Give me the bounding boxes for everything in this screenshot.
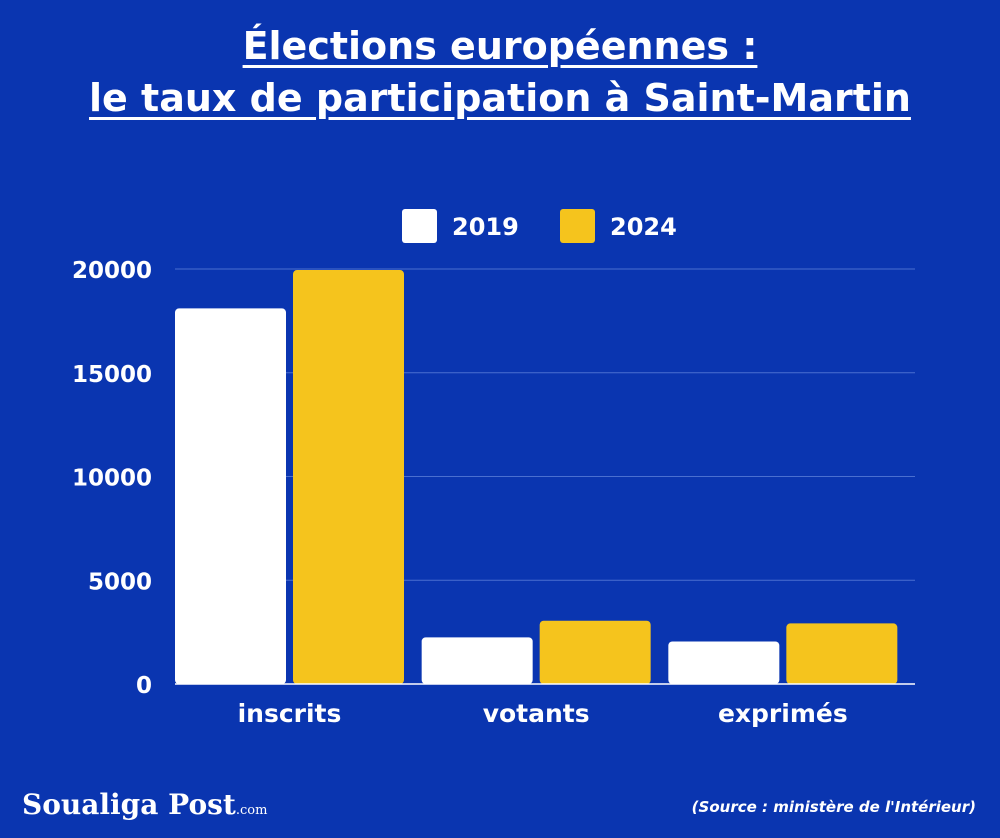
x-tick-label: exprimés xyxy=(718,699,848,728)
legend-label-2019: 2019 xyxy=(452,213,519,241)
bar-2024 xyxy=(293,270,404,684)
bar-2024 xyxy=(786,623,898,684)
brand-suffix: .com xyxy=(235,803,268,818)
x-tick-label: votants xyxy=(483,699,590,728)
brand-logo: Soualiga Post.com xyxy=(22,788,267,821)
y-tick-label: 10000 xyxy=(72,466,152,492)
y-tick-label: 5000 xyxy=(88,569,152,595)
y-tick-label: 15000 xyxy=(72,362,152,388)
source-note: (Source : ministère de l'Intérieur) xyxy=(691,798,976,816)
title-line-2: le taux de participation à Saint-Martin xyxy=(89,76,911,120)
brand-name: Soualiga Post xyxy=(22,788,236,821)
x-tick-label: inscrits xyxy=(238,699,342,728)
legend-swatch-2024 xyxy=(560,209,595,243)
legend-label-2024: 2024 xyxy=(610,213,677,241)
bar-2024 xyxy=(539,620,651,684)
y-tick-label: 20000 xyxy=(72,258,152,284)
chart-title: Élections européennes : le taux de parti… xyxy=(0,20,1000,124)
y-tick-label: 0 xyxy=(136,673,152,699)
legend-swatch-2019 xyxy=(402,209,437,243)
bar-2019 xyxy=(421,637,533,684)
title-line-1: Élections européennes : xyxy=(242,24,758,68)
bar-2019 xyxy=(668,641,780,684)
bar-2019 xyxy=(175,308,286,684)
